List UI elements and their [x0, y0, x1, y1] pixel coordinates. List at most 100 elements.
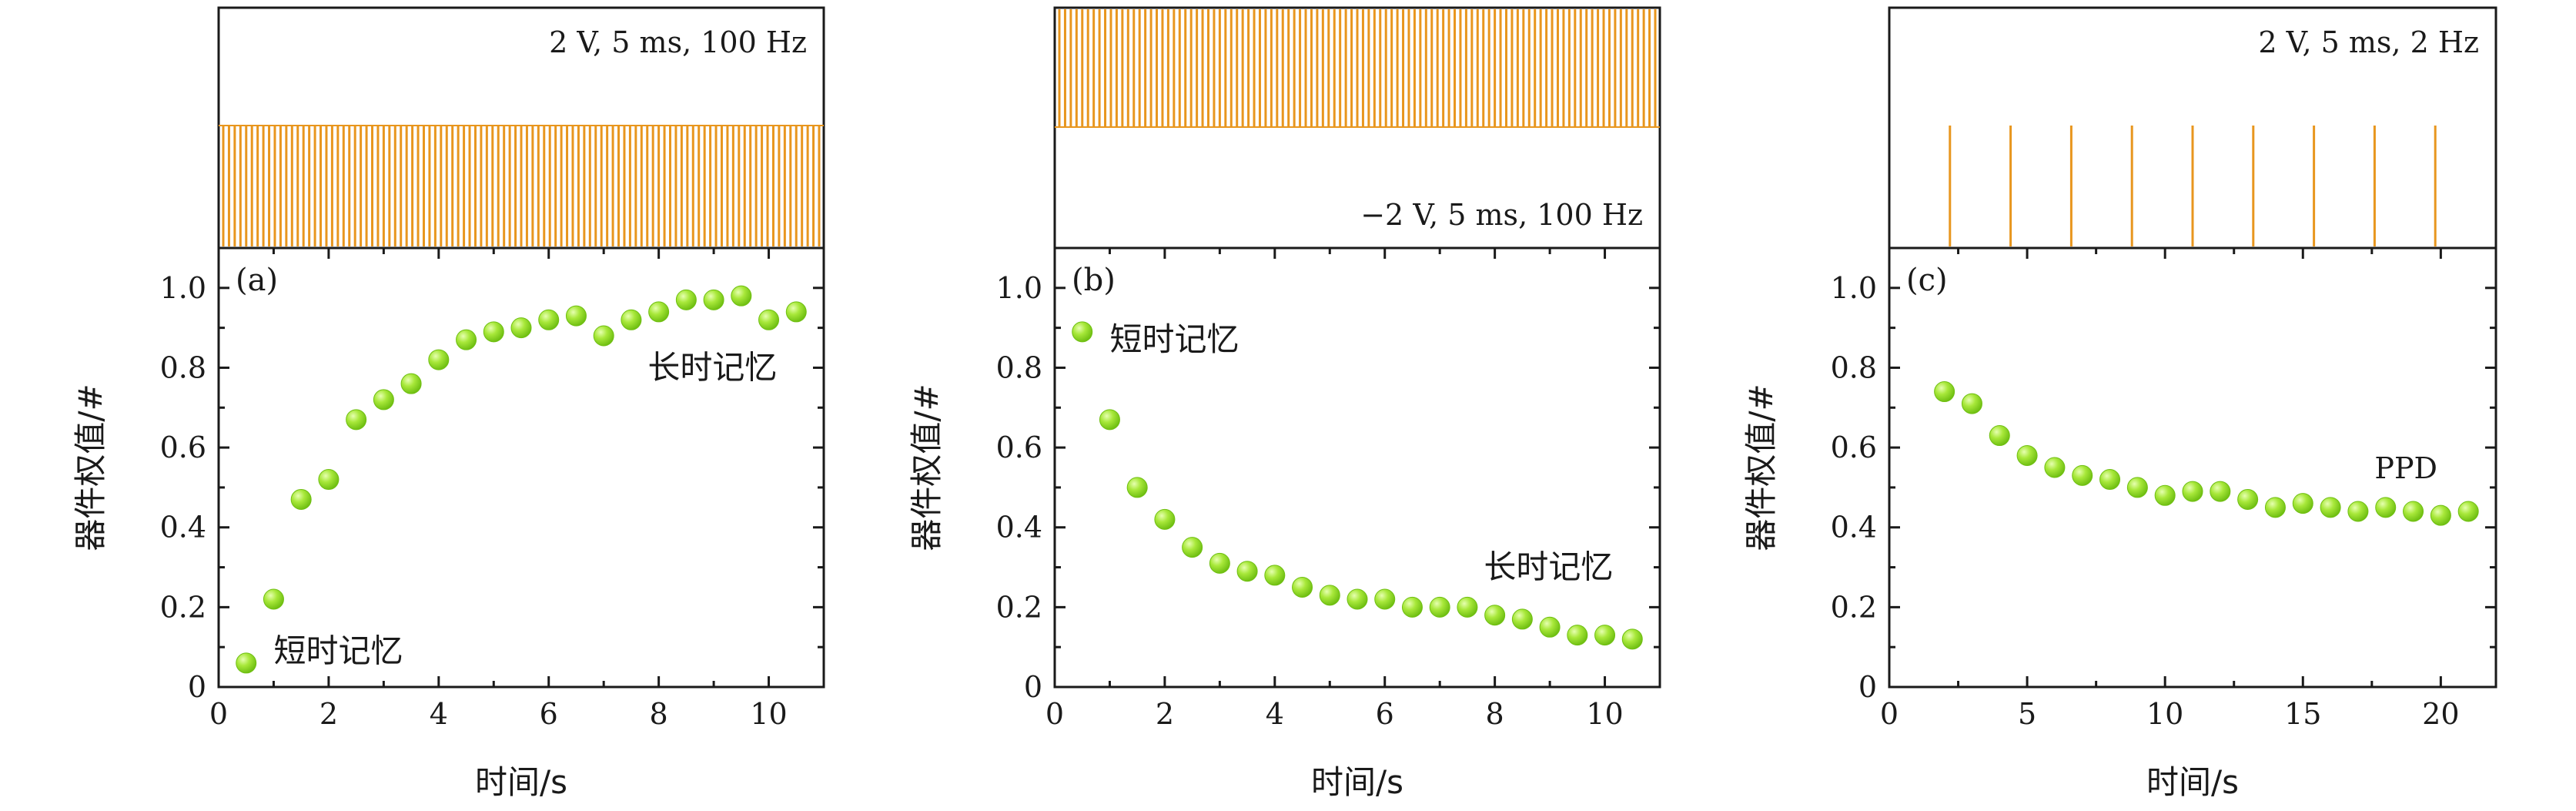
x-tick-label: 6	[540, 697, 558, 731]
x-tick-label: 2	[319, 697, 338, 731]
pulse-label-b: −2 V, 5 ms, 100 Hz	[1360, 198, 1643, 232]
data-point	[2099, 469, 2121, 491]
data-point	[593, 325, 614, 347]
data-point	[236, 652, 257, 674]
data-point	[263, 588, 284, 610]
data-point	[703, 289, 724, 310]
x-tick-label: 0	[1045, 697, 1064, 731]
x-tick-label: 10	[2146, 697, 2183, 731]
data-point	[2154, 484, 2176, 506]
annotation-a-0: 短时记忆	[273, 632, 403, 669]
x-tick-label: 4	[1266, 697, 1284, 731]
data-point	[1236, 561, 1258, 582]
x-tick-label: 4	[430, 697, 448, 731]
data-point	[346, 409, 367, 431]
chart-box-c: 0 5 10 15 20 0 0.2 0.4 0.6 0.8 1.0 时间/s 器件权值/# (c) PPD	[1742, 246, 2497, 801]
y-axis-c: 0 0.2 0.4 0.6 0.8 1.0	[1831, 246, 2496, 704]
data-point	[456, 329, 477, 350]
x-axis-title-b: 时间/s	[1311, 763, 1403, 801]
pulse-train-b	[1055, 9, 1660, 128]
pulse-label-c: 2 V, 5 ms, 2 Hz	[2258, 25, 2479, 59]
series-c	[1934, 381, 2479, 526]
y-tick-label: 0.2	[160, 590, 206, 624]
data-point	[1182, 537, 1203, 558]
data-point	[2430, 504, 2451, 526]
x-axis-b: 0 2 4 6 8 10	[1045, 248, 1661, 731]
data-point	[1264, 565, 1286, 586]
series-a	[236, 285, 807, 674]
data-point	[483, 321, 504, 343]
panel-label-a: (a)	[236, 263, 278, 298]
y-tick-label: 0	[188, 670, 206, 704]
data-point	[2016, 444, 2038, 466]
data-point	[1484, 605, 1506, 626]
y-tick-label: 0.6	[996, 431, 1042, 464]
x-tick-label: 20	[2422, 697, 2459, 731]
x-tick-label: 8	[650, 697, 668, 731]
data-point	[758, 309, 780, 330]
data-point	[2182, 481, 2203, 502]
data-point	[2457, 501, 2479, 522]
annotation-a-1: 长时记忆	[647, 348, 777, 386]
x-tick-label: 10	[1586, 697, 1623, 731]
data-point	[1429, 596, 1450, 618]
data-point	[2403, 501, 2424, 522]
data-point	[2264, 497, 2286, 518]
pulse-train-a	[219, 125, 824, 246]
x-tick-label: 0	[1880, 697, 1899, 731]
x-tick-label: 0	[209, 697, 228, 731]
x-axis-c: 0 5 10 15 20	[1880, 248, 2460, 731]
data-point	[1567, 625, 1588, 646]
data-point	[510, 317, 532, 339]
y-tick-label: 0.4	[160, 511, 206, 545]
data-point	[1126, 477, 1148, 498]
y-tick-label: 0	[1858, 670, 1877, 704]
series-b	[1072, 321, 1643, 650]
pulse-box-c: 2 V, 5 ms, 2 Hz	[1888, 6, 2497, 250]
x-axis-a: 0 2 4 6 8 10	[209, 248, 825, 731]
data-point	[2044, 457, 2066, 478]
data-point	[1594, 625, 1616, 646]
plot-frame-a	[217, 246, 825, 689]
data-point	[400, 373, 422, 394]
y-tick-label: 0.6	[160, 431, 206, 464]
data-point	[621, 309, 642, 330]
chart-box-b: 0 2 4 6 8 10 0 0.2 0.4 0.6 0.8 1.0 时间/s 器件权值/# (b) 短时记忆…	[908, 246, 1661, 801]
x-tick-label: 6	[1376, 697, 1394, 731]
y-tick-label: 0.4	[996, 511, 1042, 545]
data-point	[2126, 477, 2148, 498]
data-point	[565, 305, 587, 327]
plot-frame-b	[1053, 246, 1661, 689]
y-tick-label: 0.6	[1831, 431, 1877, 464]
y-tick-label: 1.0	[1831, 271, 1877, 305]
data-point	[1374, 588, 1396, 610]
y-tick-label: 0.8	[160, 350, 206, 384]
y-tick-label: 0.2	[996, 590, 1042, 624]
data-point	[1154, 508, 1176, 530]
panel-label-c: (c)	[1906, 263, 1948, 298]
chart-box-a: 0 2 4 6 8 10 0 0.2 0.4 0.6 0.8 1.0 时间/s 器件权值/# (a) 短时记忆…	[72, 246, 825, 801]
x-tick-label: 8	[1486, 697, 1504, 731]
x-tick-label: 10	[750, 697, 787, 731]
y-axis-title-b: 器件权值/#	[908, 384, 945, 551]
data-point	[373, 389, 394, 411]
y-tick-label: 0.8	[996, 350, 1042, 384]
panel-a: 2 V, 5 ms, 100 Hz 0 2 4 6 8 10 0 0.2 0.4 0.6 0.8 1.…	[72, 6, 825, 801]
y-axis-title-c: 器件权值/#	[1742, 384, 1780, 551]
data-point	[1292, 576, 1313, 598]
pulse-box-b: −2 V, 5 ms, 100 Hz	[1053, 6, 1661, 250]
y-axis-a: 0 0.2 0.4 0.6 0.8 1.0	[160, 246, 824, 704]
data-point	[290, 488, 312, 510]
x-axis-title-a: 时间/s	[475, 763, 567, 801]
data-point	[2210, 481, 2231, 502]
pulse-label-a: 2 V, 5 ms, 100 Hz	[549, 25, 807, 59]
y-axis-b: 0 0.2 0.4 0.6 0.8 1.0	[996, 246, 1660, 704]
data-point	[785, 301, 807, 323]
panel-c: 2 V, 5 ms, 2 Hz 0 5 10 15 20 0 0.2 0.4 0.6 0.8 1.0…	[1742, 6, 2497, 801]
pulse-box-a: 2 V, 5 ms, 100 Hz	[217, 6, 825, 250]
panel-label-b: (b)	[1072, 263, 1116, 298]
x-axis-title-c: 时间/s	[2146, 763, 2239, 801]
data-point	[675, 289, 697, 310]
annotation-c-0: PPD	[2374, 451, 2437, 485]
data-point	[1347, 588, 1368, 610]
